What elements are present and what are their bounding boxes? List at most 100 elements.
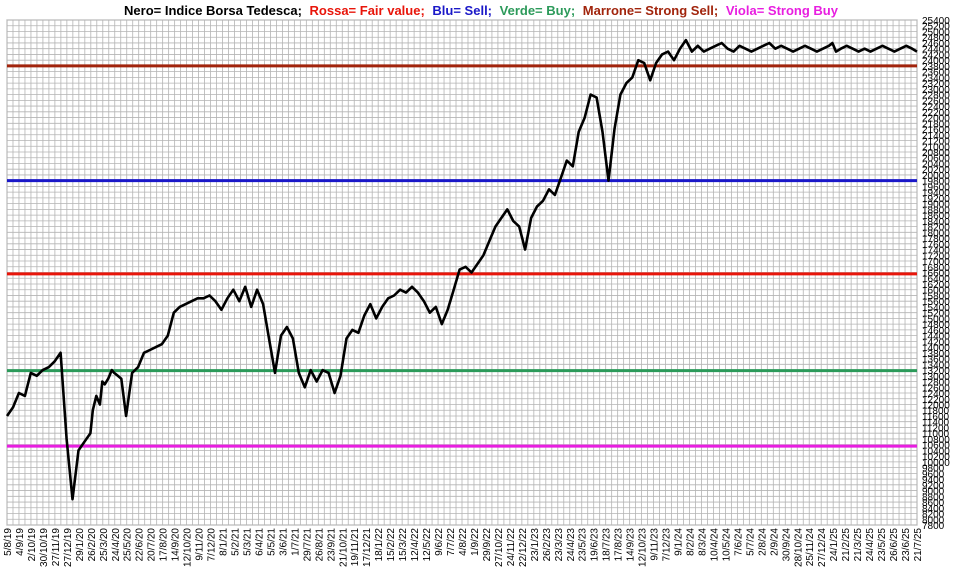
- x-tick-label: 17/8/20: [159, 528, 170, 562]
- y-tick-label: 15000: [922, 314, 950, 325]
- y-tick-label: 22000: [922, 114, 950, 125]
- y-tick-label: 24600: [922, 39, 950, 50]
- y-tick-label: 8000: [922, 515, 945, 526]
- y-tick-label: 14000: [922, 343, 950, 354]
- y-tick-label: 16400: [922, 274, 950, 285]
- x-tick-label: 7/7/22: [446, 528, 457, 556]
- x-tick-label: 23/9/21: [326, 528, 337, 562]
- y-tick-label: 9400: [922, 475, 945, 486]
- y-tick-label: 15600: [922, 297, 950, 308]
- x-tick-label: 24/1/25: [829, 528, 840, 562]
- title-part-strong-sell: Marrone= Strong Sell;: [582, 3, 719, 18]
- x-tick-label: 23/5/25: [877, 528, 888, 562]
- y-tick-label: 18000: [922, 228, 950, 239]
- title-part-strong-buy: Viola= Strong Buy: [725, 3, 838, 18]
- y-tick-label: 9200: [922, 481, 945, 492]
- x-tick-label: 23/1/23: [530, 528, 541, 562]
- x-tick-label: 27/11/19: [51, 528, 62, 567]
- x-tick-label: 17/8/23: [614, 528, 625, 562]
- x-tick-label: 1/7/21: [290, 528, 301, 556]
- y-tick-label: 22200: [922, 108, 950, 119]
- x-tick-label: 5/5/21: [266, 528, 277, 556]
- x-tick-label: 3/6/21: [278, 528, 289, 556]
- y-tick-label: 11200: [922, 423, 950, 434]
- y-tick-label: 18600: [922, 211, 950, 222]
- x-tick-label: 27/12/19: [63, 528, 74, 567]
- y-tick-label: 14200: [922, 337, 950, 348]
- x-tick-label: 21/7/25: [913, 528, 924, 562]
- y-tick-label: 16200: [922, 280, 950, 291]
- y-tick-label: 24400: [922, 45, 950, 56]
- y-tick-label: 23600: [922, 68, 950, 79]
- y-tick-label: 17800: [922, 234, 950, 245]
- y-tick-label: 23800: [922, 62, 950, 73]
- y-tick-label: 13600: [922, 355, 950, 366]
- title-part-buy: Verde= Buy;: [499, 3, 576, 18]
- y-tick-label: 18400: [922, 217, 950, 228]
- x-tick-label: 29/1/20: [75, 528, 86, 562]
- y-tick-label: 11800: [922, 406, 950, 417]
- y-tick-label: 11600: [922, 412, 950, 423]
- x-tick-label: 4/9/19: [15, 528, 26, 556]
- x-tick-label: 2/9/24: [769, 528, 780, 556]
- y-tick-label: 16800: [922, 263, 950, 274]
- x-tick-label: 30/10/19: [39, 528, 50, 567]
- y-tick-label: 8600: [922, 498, 945, 509]
- x-tick-label: 24/11/22: [506, 528, 517, 567]
- y-tick-label: 8800: [922, 492, 945, 503]
- y-tick-label: 24200: [922, 50, 950, 61]
- x-tick-label: 25/3/20: [99, 528, 110, 562]
- chart-title: Nero= Indice Borsa Tedesca; Rossa= Fair …: [0, 3, 966, 18]
- y-tick-label: 19600: [922, 182, 950, 193]
- x-tick-label: 7/6/24: [733, 528, 744, 556]
- x-tick-label: 24/4/25: [865, 528, 876, 562]
- y-tick-label: 25400: [922, 16, 950, 27]
- y-tick-label: 12600: [922, 383, 950, 394]
- x-tick-label: 5/3/21: [242, 528, 253, 556]
- y-tick-label: 18200: [922, 223, 950, 234]
- y-tick-label: 8200: [922, 510, 945, 521]
- x-tick-label: 26/2/20: [87, 528, 98, 562]
- x-tick-label: 30/9/24: [781, 528, 792, 562]
- x-tick-label: 26/8/21: [314, 528, 325, 562]
- y-tick-label: 20200: [922, 165, 950, 176]
- y-tick-label: 19400: [922, 188, 950, 199]
- x-tick-label: 21/2/25: [841, 528, 852, 562]
- y-tick-label: 20000: [922, 171, 950, 182]
- x-tick-label: 7/12/23: [662, 528, 673, 562]
- x-tick-label: 18/7/23: [602, 528, 613, 562]
- x-tick-label: 26/6/25: [889, 528, 900, 562]
- x-tick-label: 4/8/22: [458, 528, 469, 556]
- y-tick-label: 25200: [922, 22, 950, 33]
- x-tick-label: 14/9/20: [171, 528, 182, 562]
- x-tick-label: 2/8/24: [757, 528, 768, 556]
- x-tick-label: 12/10/23: [638, 528, 649, 567]
- y-tick-label: 10000: [922, 458, 950, 469]
- y-tick-label: 12400: [922, 389, 950, 400]
- y-tick-label: 17200: [922, 251, 950, 262]
- x-tick-label: 8/2/24: [686, 528, 697, 556]
- y-tick-label: 21800: [922, 119, 950, 130]
- x-tick-label: 10/4/24: [709, 528, 720, 562]
- y-tick-label: 25000: [922, 27, 950, 38]
- series-line-index: [5, 38, 918, 501]
- y-tick-label: 22400: [922, 102, 950, 113]
- y-tick-label: 20600: [922, 154, 950, 165]
- y-tick-label: 12800: [922, 378, 950, 389]
- y-tick-label: 19200: [922, 194, 950, 205]
- y-tick-label: 13000: [922, 372, 950, 383]
- y-tick-label: 20800: [922, 148, 950, 159]
- y-tick-label: 17400: [922, 246, 950, 257]
- x-tick-label: 12/5/22: [422, 528, 433, 562]
- y-tick-label: 7800: [922, 521, 945, 532]
- y-tick-label: 17600: [922, 240, 950, 251]
- x-tick-label: 9/11/23: [650, 528, 661, 561]
- x-tick-label: 29/7/21: [302, 528, 313, 562]
- x-tick-label: 19/6/23: [590, 528, 601, 562]
- x-tick-label: 1/9/22: [470, 528, 481, 556]
- x-tick-label: 7/12/20: [207, 528, 218, 562]
- x-tick-label: 9/1/24: [674, 528, 685, 556]
- x-tick-label: 22/6/20: [135, 528, 146, 562]
- y-tick-label: 10800: [922, 435, 950, 446]
